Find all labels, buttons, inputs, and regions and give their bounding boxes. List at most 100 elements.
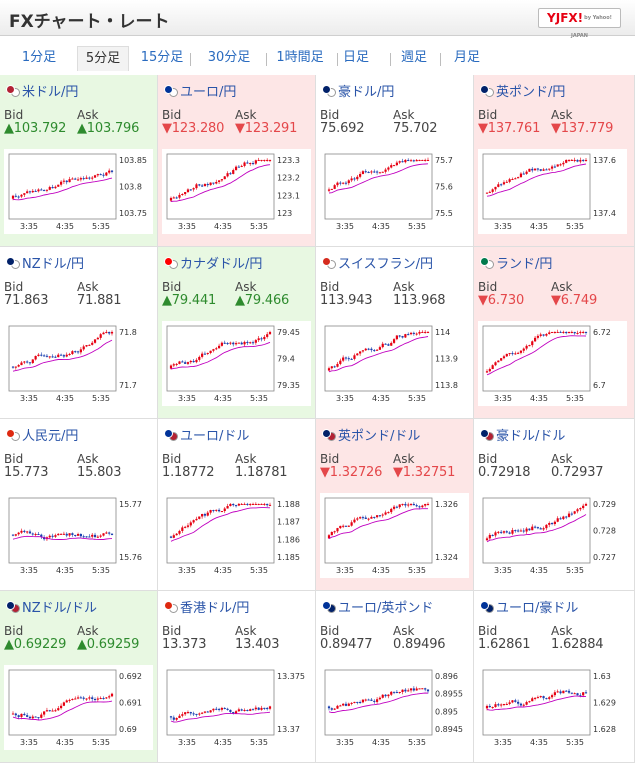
currency-pair-link[interactable]: NZドル/円: [6, 253, 84, 272]
currency-pair-link[interactable]: ユーロ/ドル: [164, 425, 249, 444]
candle-body: [102, 698, 105, 700]
mini-candlestick-chart[interactable]: 79.45 79.4 79.35 3:35 4:35 5:35: [162, 321, 311, 406]
candle-body: [260, 159, 263, 161]
candle-body: [426, 689, 430, 692]
currency-pair-card[interactable]: ランド/円 Bid Ask ▼6.730 ▼6.749 6.72 6.7 3:35 4:35 5:…: [474, 247, 635, 419]
candle-body: [229, 709, 232, 713]
candle-body: [88, 177, 91, 179]
mini-candlestick-chart[interactable]: 13.375 13.37 3:35 4:35 5:35: [162, 665, 311, 750]
candle-body: [169, 197, 173, 201]
currency-pair-link[interactable]: ランド/円: [480, 253, 552, 272]
tab-4[interactable]: 1時間足: [276, 50, 324, 65]
currency-pair-card[interactable]: NZドル/円 Bid Ask 71.863 71.881 71.8 71.7 3:35 4:35…: [0, 247, 158, 419]
candle-body: [229, 173, 232, 175]
mini-candlestick-chart[interactable]: 1.326 1.324 3:35 4:35 5:35: [320, 493, 469, 578]
y-tick-label: 13.37: [277, 725, 300, 734]
tab-6[interactable]: 週足: [400, 50, 427, 65]
candle-body: [500, 704, 503, 706]
ask-label: Ask: [77, 108, 99, 122]
candle-body: [28, 531, 32, 534]
candle-body: [582, 331, 585, 333]
currency-pair-card[interactable]: ユーロ/ドル Bid Ask 1.18772 1.18781 1.188 1.187 1.18…: [158, 419, 316, 591]
ask-value: 0.89496: [393, 637, 446, 652]
candle-body: [65, 180, 68, 183]
candle-body: [257, 707, 260, 710]
currency-pair-card[interactable]: 米ドル/円 Bid Ask ▲103.792 ▲103.796 103.85 103.8 10…: [0, 75, 158, 247]
candle-body: [533, 697, 537, 699]
currency-pair-card[interactable]: NZドル/ドル Bid Ask ▲0.69229 ▲0.69259 0.692 0.691 0…: [0, 591, 158, 763]
mini-candlestick-chart[interactable]: 103.85 103.8 103.75 3:35 4:35 5:35: [4, 149, 153, 234]
mini-candlestick-chart[interactable]: 114 113.9 113.8 3:35 4:35 5:35: [320, 321, 469, 406]
currency-pair-card[interactable]: ユーロ/豪ドル Bid Ask 1.62861 1.62884 1.63 1.629 1.62…: [474, 591, 635, 763]
mini-candlestick-chart[interactable]: 137.6 137.4 3:35 4:35 5:35: [478, 149, 627, 234]
tab-7[interactable]: 月足: [453, 50, 480, 65]
candle-body: [421, 505, 424, 508]
y-tick-label: 79.45: [277, 328, 300, 337]
mini-candlestick-chart[interactable]: 1.63 1.629 1.628 3:35 4:35 5:35: [478, 665, 627, 750]
candle-body: [375, 349, 379, 351]
candle-body: [268, 331, 272, 335]
currency-pair-link[interactable]: NZドル/ドル: [6, 597, 97, 616]
currency-pair-link[interactable]: カナダドル/円: [164, 253, 262, 272]
currency-pair-card[interactable]: 人民元/円 Bid Ask 15.773 15.803 15.77 15.76 3:35 4:3…: [0, 419, 158, 591]
candle-body: [531, 168, 534, 171]
x-tick-label: 4:35: [372, 566, 390, 575]
candle-body: [20, 530, 23, 533]
currency-pair-link[interactable]: 豪ドル/円: [322, 81, 394, 100]
currency-pair-card[interactable]: 豪ドル/円 Bid Ask 75.692 75.702 75.7 75.6 75.5 3:35 4…: [316, 75, 474, 247]
tab-2[interactable]: 15分足: [140, 50, 184, 65]
mini-candlestick-chart[interactable]: 75.7 75.6 75.5 3:35 4:35 5:35: [320, 149, 469, 234]
currency-pair-link[interactable]: 香港ドル/円: [164, 597, 249, 616]
candle-body: [26, 531, 29, 533]
currency-pair-card[interactable]: ユーロ/円 Bid Ask ▼123.280 ▼123.291 123.3 123.2 123…: [158, 75, 316, 247]
mini-candlestick-chart[interactable]: 71.8 71.7 3:35 4:35 5:35: [4, 321, 153, 406]
candle-body: [488, 369, 491, 372]
currency-pair-link[interactable]: ユーロ/英ポンド: [322, 597, 433, 616]
candle-body: [11, 534, 15, 536]
currency-pair-link[interactable]: 米ドル/円: [6, 81, 78, 100]
tab-0[interactable]: 1分足: [21, 50, 57, 65]
currency-pair-link[interactable]: ユーロ/豪ドル: [480, 597, 578, 616]
currency-pair-link[interactable]: 英ポンド/ドル: [322, 425, 420, 444]
chart-frame: [166, 325, 275, 392]
currency-pair-card[interactable]: 英ポンド/円 Bid Ask ▼137.761 ▼137.779 137.6 137.4 3:…: [474, 75, 635, 247]
tab-1[interactable]: 5分足: [77, 46, 129, 71]
candle-body: [226, 343, 229, 345]
mini-candlestick-chart[interactable]: 6.72 6.7 3:35 4:35 5:35: [478, 321, 627, 406]
currency-pair-link[interactable]: ユーロ/円: [164, 81, 236, 100]
candle-body: [511, 179, 514, 181]
currency-pair-link[interactable]: 豪ドル/ドル: [480, 425, 565, 444]
candle-body: [375, 699, 379, 702]
mini-candlestick-chart[interactable]: 0.896 0.8955 0.895 0.8945 3:35 4:35 5:35: [320, 665, 469, 750]
currency-pair-link[interactable]: 英ポンド/円: [480, 81, 565, 100]
mini-candlestick-chart[interactable]: 123.3 123.2 123.1 123 3:35 4:35 5:35: [162, 149, 311, 234]
currency-pair-card[interactable]: 香港ドル/円 Bid Ask 13.373 13.403 13.375 13.37 3:35 4…: [158, 591, 316, 763]
candle-body: [82, 697, 85, 699]
currency-pair-card[interactable]: ユーロ/英ポンド Bid Ask 0.89477 0.89496 0.896 0.8955 0…: [316, 591, 474, 763]
candle-body: [237, 503, 240, 506]
currency-pair-link[interactable]: スイスフラン/円: [322, 253, 433, 272]
y-tick-label: 75.7: [435, 156, 453, 165]
y-tick-label: 123.2: [277, 174, 300, 183]
currency-pair-link[interactable]: 人民元/円: [6, 425, 78, 444]
candle-body: [237, 166, 240, 168]
currency-pair-card[interactable]: 豪ドル/ドル Bid Ask 0.72918 0.72937 0.729 0.728 0.72…: [474, 419, 635, 591]
tab-3[interactable]: 30分足: [207, 50, 251, 65]
x-tick-label: 4:35: [214, 222, 232, 231]
mini-candlestick-chart[interactable]: 15.77 15.76 3:35 4:35 5:35: [4, 493, 153, 578]
tab-5[interactable]: 日足: [342, 50, 369, 65]
mini-candlestick-chart[interactable]: 0.692 0.691 0.69 3:35 4:35 5:35: [4, 665, 153, 750]
candle-body: [500, 184, 503, 186]
candle-body: [79, 178, 82, 180]
candle-body: [79, 697, 82, 699]
mini-candlestick-chart[interactable]: 0.729 0.728 0.727 3:35 4:35 5:35: [478, 493, 627, 578]
currency-pair-card[interactable]: カナダドル/円 Bid Ask ▲79.441 ▲79.466 79.45 79.4 79.3…: [158, 247, 316, 419]
x-tick-label: 5:35: [92, 394, 110, 403]
candle-body: [68, 353, 71, 355]
currency-pair-name: 人民元/円: [22, 429, 79, 444]
yjfx-logo[interactable]: YJFX!by Yahoo! JAPAN: [538, 8, 621, 39]
candle-body: [545, 169, 548, 171]
currency-pair-card[interactable]: スイスフラン/円 Bid Ask 113.943 113.968 114 113.9 113.…: [316, 247, 474, 419]
currency-pair-card[interactable]: 英ポンド/ドル Bid Ask ▼1.32726 ▼1.32751 1.326 1.324 3…: [316, 419, 474, 591]
mini-candlestick-chart[interactable]: 1.188 1.187 1.186 1.185 3:35 4:35 5:35: [162, 493, 311, 578]
